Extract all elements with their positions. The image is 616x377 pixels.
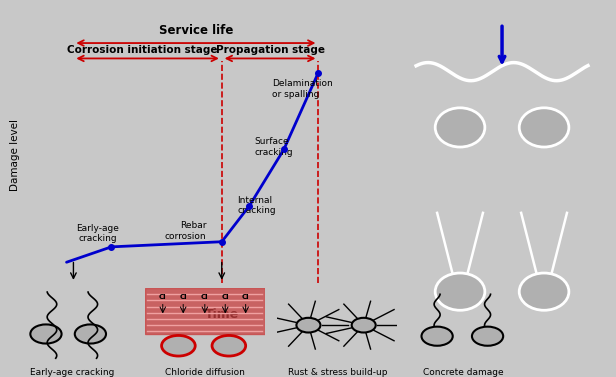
Text: Delamination
or spalling: Delamination or spalling — [272, 80, 333, 99]
Text: Rust & stress build-up: Rust & stress build-up — [288, 368, 387, 377]
Circle shape — [296, 318, 320, 333]
Circle shape — [75, 325, 106, 343]
Text: Early-age cracking: Early-age cracking — [30, 368, 115, 377]
Text: Cl: Cl — [242, 294, 249, 300]
Circle shape — [30, 325, 62, 343]
Text: Surface
cracking: Surface cracking — [254, 137, 293, 156]
Circle shape — [352, 318, 376, 333]
Text: Service life: Service life — [159, 24, 233, 37]
Text: Damage level: Damage level — [10, 119, 20, 190]
Circle shape — [519, 273, 569, 310]
Text: Early-age
cracking: Early-age cracking — [76, 224, 119, 243]
Text: Corrosion initiation stage: Corrosion initiation stage — [67, 45, 217, 55]
Text: Internal
cracking: Internal cracking — [237, 196, 276, 215]
Text: Time: Time — [205, 308, 239, 321]
Text: Cl: Cl — [179, 294, 187, 300]
Circle shape — [472, 326, 503, 346]
Text: Chloride diffusion: Chloride diffusion — [165, 368, 245, 377]
Circle shape — [212, 336, 246, 356]
Text: Cl: Cl — [201, 294, 209, 300]
Text: Cl: Cl — [159, 294, 166, 300]
Text: Rebar
corrosion: Rebar corrosion — [164, 221, 206, 241]
Bar — [145, 288, 265, 334]
Circle shape — [435, 108, 485, 147]
Text: Cl: Cl — [221, 294, 229, 300]
Circle shape — [421, 326, 453, 346]
Circle shape — [161, 336, 195, 356]
Text: Propagation stage: Propagation stage — [216, 45, 325, 55]
Circle shape — [519, 108, 569, 147]
Text: Concrete damage: Concrete damage — [423, 368, 504, 377]
Circle shape — [435, 273, 485, 310]
